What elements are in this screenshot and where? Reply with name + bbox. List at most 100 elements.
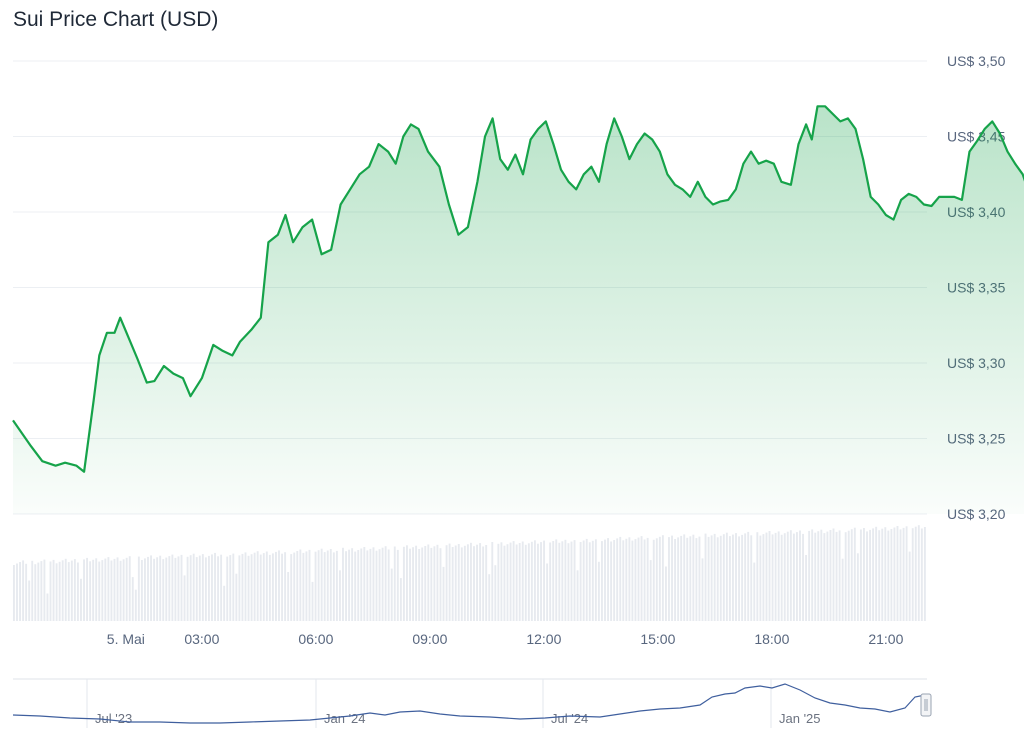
volume-bar — [923, 527, 926, 621]
volume-bar — [399, 578, 402, 621]
volume-bar — [247, 555, 250, 621]
volume-bar — [232, 553, 235, 621]
volume-bar — [701, 558, 704, 621]
volume-bar — [631, 540, 634, 621]
volume-bar — [914, 526, 917, 621]
volume-bar — [211, 554, 213, 621]
volume-bar — [555, 539, 558, 621]
volume-bar — [805, 555, 808, 621]
volume-bar — [765, 532, 768, 621]
volume-bar — [137, 556, 140, 621]
volume-bar — [823, 533, 826, 621]
volume-bar — [390, 568, 393, 621]
volume-bar — [454, 545, 457, 621]
volume-bar — [503, 545, 506, 621]
volume-bar — [348, 549, 351, 621]
volume-bar — [546, 563, 549, 621]
volume-bar — [323, 552, 326, 621]
volume-bar — [180, 554, 183, 621]
volume-bar — [658, 536, 661, 621]
volume-bar — [881, 528, 884, 621]
volume-bar — [204, 557, 207, 621]
volume-bar — [817, 531, 820, 621]
volume-bar — [201, 554, 204, 621]
volume-bar — [847, 530, 850, 621]
volume-bar — [579, 542, 582, 621]
volume-bar — [692, 534, 695, 621]
volume-bar — [281, 553, 283, 621]
volume-bar — [305, 551, 308, 621]
volume-bar — [354, 551, 357, 621]
volume-bar — [34, 564, 37, 621]
volume-bar — [226, 556, 229, 621]
volume-bar — [402, 546, 405, 621]
range-navigator[interactable]: Jul '23 Jan '24 Jul '24 Jan '25 — [12, 678, 932, 728]
volume-bar — [814, 532, 817, 621]
volume-bar — [207, 555, 210, 621]
volume-bar — [613, 540, 616, 621]
volume-bar — [43, 559, 46, 621]
volume-bar — [116, 557, 119, 621]
volume-bar — [488, 574, 491, 621]
volume-bar — [878, 530, 881, 621]
volume-bar — [412, 547, 414, 621]
volume-bar — [302, 552, 305, 621]
volume-bar — [530, 541, 533, 621]
x-tick-label: 18:00 — [754, 631, 789, 647]
navigator-handle[interactable] — [920, 693, 932, 717]
volume-bar — [594, 539, 597, 621]
volume-bar — [792, 533, 795, 621]
volume-bar — [610, 541, 613, 621]
volume-bar — [61, 560, 64, 621]
x-tick-label: 12:00 — [526, 631, 561, 647]
volume-bar — [311, 581, 314, 621]
volume-bar — [689, 536, 692, 621]
volume-bar — [783, 533, 786, 621]
volume-bar — [430, 547, 433, 621]
volume-bar — [537, 543, 539, 621]
volume-bar — [716, 537, 719, 621]
volume-bar — [387, 549, 390, 621]
volume-bar — [640, 536, 643, 621]
volume-bar — [570, 541, 573, 621]
volume-bar — [357, 550, 360, 621]
volume-bar — [290, 554, 293, 621]
volume-bar — [427, 544, 430, 621]
volume-bar — [506, 544, 509, 621]
volume-bar — [244, 552, 247, 621]
volume-bar — [780, 534, 783, 621]
volume-bar — [238, 555, 241, 621]
volume-bar — [110, 560, 113, 621]
volume-bar — [183, 575, 186, 621]
volume-bar — [476, 544, 478, 621]
volume-bar — [433, 546, 436, 621]
volume-bar — [866, 531, 868, 621]
volume-bar — [771, 534, 774, 621]
volume-bar — [668, 537, 670, 621]
volume-bar — [820, 529, 823, 621]
volume-bar — [920, 528, 923, 621]
volume-bar — [735, 533, 737, 621]
volume-bar — [741, 534, 744, 621]
volume-bar — [363, 547, 366, 621]
volume-bar — [829, 530, 832, 621]
volume-bar — [722, 534, 725, 621]
volume-bar — [744, 533, 747, 621]
volume-bar — [457, 544, 460, 621]
volume-bar — [372, 547, 375, 621]
volume-bar — [293, 552, 296, 621]
volume-bar — [299, 549, 302, 621]
volume-bar — [174, 557, 177, 621]
volume-bar — [366, 550, 369, 621]
volume-bar — [369, 548, 372, 621]
volume-bar — [896, 526, 899, 621]
volume-bar — [747, 531, 750, 621]
volume-bar — [80, 578, 82, 621]
volume-bar — [320, 548, 323, 621]
volume-bar — [70, 560, 73, 621]
volume-bar — [884, 527, 887, 621]
volume-bar — [131, 577, 134, 621]
volume-bar — [418, 549, 421, 621]
volume-bar — [853, 527, 856, 621]
